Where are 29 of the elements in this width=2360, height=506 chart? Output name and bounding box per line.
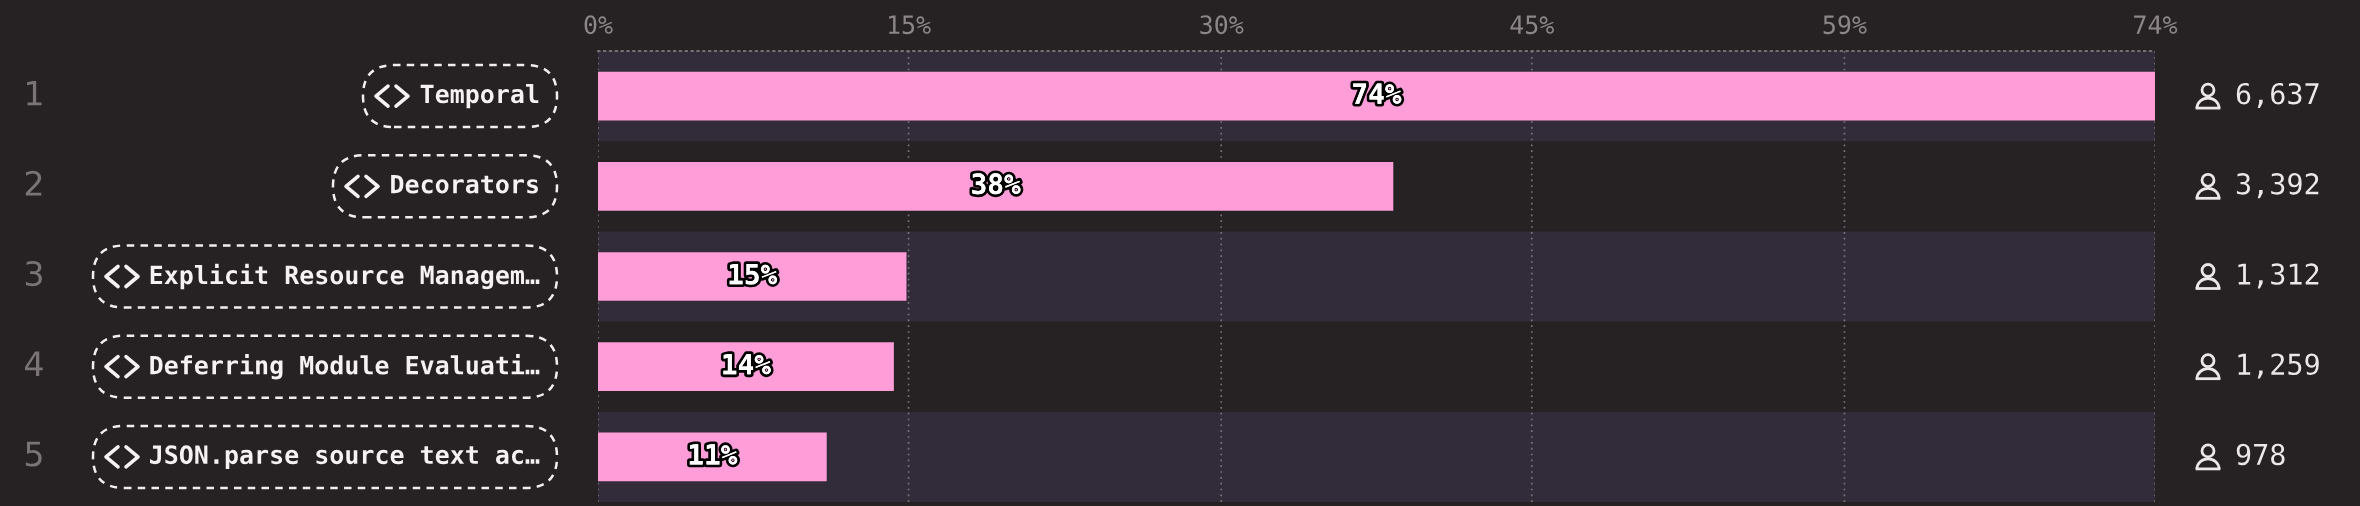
bar xyxy=(598,161,1394,211)
y-tick-label: Decorators xyxy=(391,174,538,194)
text: 1,312 xyxy=(2238,263,2319,289)
data-label: 15% xyxy=(729,263,778,285)
data-label: 11% xyxy=(689,444,738,465)
text: 2 xyxy=(25,170,42,196)
x-tick-label: 30% xyxy=(1200,15,1244,35)
bar xyxy=(598,342,894,392)
text: 1,259 xyxy=(2238,353,2319,379)
text: 4 xyxy=(25,351,43,376)
text: 3 xyxy=(25,260,42,287)
text: 3,392 xyxy=(2236,173,2319,199)
x-tick-label: 74% xyxy=(2134,15,2178,34)
text: 6,637 xyxy=(2236,82,2319,109)
y-tick-label: Explicit Resource Managem… xyxy=(150,263,540,290)
x-tick-label: 15% xyxy=(888,15,931,35)
x-tick-label: 59% xyxy=(1823,15,1867,35)
y-tick-label: JSON.parse source text ac… xyxy=(150,445,540,469)
text: 1 xyxy=(27,81,42,106)
x-tick-label: 45% xyxy=(1510,15,1554,35)
y-tick-label: Temporal xyxy=(420,84,539,109)
text: 5 xyxy=(25,441,42,467)
data-label: 14% xyxy=(723,354,771,375)
data-label: 38% xyxy=(972,173,1021,195)
data-label: 74% xyxy=(1353,83,1402,104)
text: 978 xyxy=(2236,443,2285,466)
x-tick-label: 0% xyxy=(584,15,613,35)
y-tick-label: Deferring Module Evaluati… xyxy=(150,353,540,380)
bar xyxy=(598,252,907,301)
